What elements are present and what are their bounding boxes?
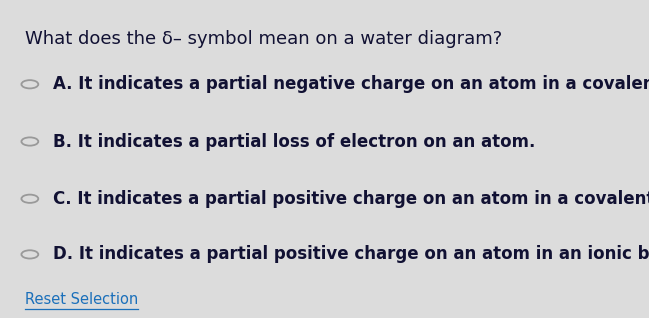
Text: What does the δ– symbol mean on a water diagram?: What does the δ– symbol mean on a water … (25, 30, 502, 48)
Text: B. It indicates a partial loss of electron on an atom.: B. It indicates a partial loss of electr… (53, 133, 535, 150)
Text: Reset Selection: Reset Selection (25, 292, 138, 307)
Text: D. It indicates a partial positive charge on an atom in an ionic bond.: D. It indicates a partial positive charg… (53, 245, 649, 263)
Text: C. It indicates a partial positive charge on an atom in a covalent bond.: C. It indicates a partial positive charg… (53, 190, 649, 208)
Text: A. It indicates a partial negative charge on an atom in a covalent bond.: A. It indicates a partial negative charg… (53, 75, 649, 93)
